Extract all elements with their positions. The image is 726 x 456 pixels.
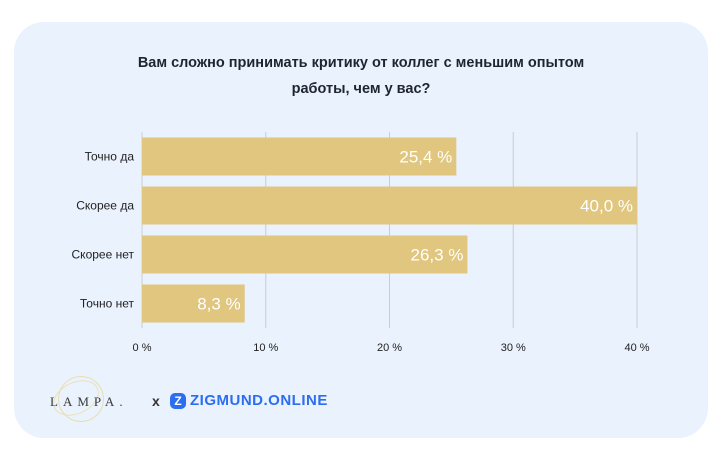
category-label: Точно нет: [80, 297, 135, 311]
category-label: Точно да: [85, 150, 135, 164]
brand-separator: x: [152, 393, 160, 409]
bar: [142, 235, 468, 274]
lampa-logo-mark: [58, 376, 104, 422]
data-label: 25,4 %: [399, 148, 452, 167]
zigmund-logo-icon: Z: [170, 393, 186, 409]
bar: [142, 186, 637, 225]
lampa-logo-text: LAMPA.: [50, 394, 128, 409]
x-tick-label: 0 %: [133, 342, 152, 354]
x-tick-label: 20 %: [377, 342, 402, 354]
chart-title-line-2: работы, чем у вас?: [291, 81, 431, 97]
chart-card: [14, 22, 708, 438]
bar: [142, 284, 245, 323]
zigmund-logo-text: ZIGMUND.ONLINE: [190, 392, 328, 409]
x-tick-label: 10 %: [253, 342, 278, 354]
category-label: Скорее да: [76, 199, 134, 213]
category-label: Скорее нет: [72, 248, 135, 262]
bar: [142, 137, 457, 176]
data-label: 40,0 %: [580, 197, 633, 216]
data-label: 26,3 %: [411, 246, 464, 265]
chart-title: Вам сложно принимать критику от коллег с…: [14, 50, 708, 102]
x-tick-label: 40 %: [624, 342, 649, 354]
data-label: 8,3 %: [197, 295, 240, 314]
chart-title-line-1: Вам сложно принимать критику от коллег с…: [137, 55, 585, 71]
x-tick-label: 30 %: [501, 342, 526, 354]
